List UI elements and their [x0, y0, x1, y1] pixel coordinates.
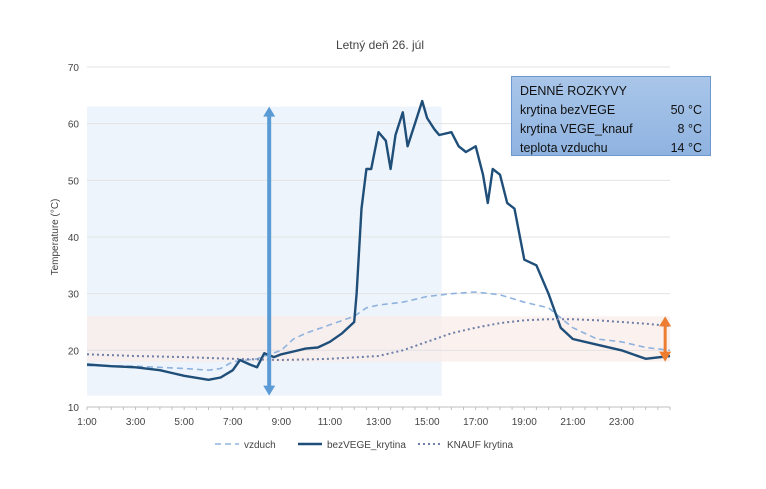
y-tick-label: 70 — [68, 63, 80, 74]
x-tick-label: 23:00 — [609, 417, 634, 428]
x-tick-label: 15:00 — [415, 417, 440, 428]
y-tick-label: 20 — [68, 346, 80, 357]
x-tick-label: 11:00 — [318, 417, 343, 428]
x-tick-label: 5:00 — [174, 417, 194, 428]
x-tick-label: 19:00 — [512, 417, 537, 428]
x-tick-label: 7:00 — [223, 417, 243, 428]
y-tick-label: 40 — [68, 233, 80, 244]
x-tick-label: 17:00 — [463, 417, 488, 428]
y-axis-label: Temperature (°C) — [50, 199, 61, 276]
x-tick-label: 9:00 — [272, 417, 292, 428]
info-row: teplota vzduchu 14 °C — [520, 139, 702, 158]
range-arrow-bezvege — [263, 106, 276, 396]
info-label: teplota vzduchu — [520, 141, 608, 155]
info-box-title: DENNÉ ROZKYVY — [520, 84, 627, 98]
arrow-head-down — [659, 351, 672, 362]
shaded-band-pink — [87, 316, 670, 362]
info-row: krytina VEGE_knauf 8 °C — [520, 120, 702, 139]
arrow-head-up — [659, 316, 672, 327]
chart-title: Letný deň 26. júl — [336, 38, 424, 52]
series-line-bezvege-krytina — [86, 99, 671, 381]
info-row: krytina bezVEGE 50 °C — [520, 101, 702, 120]
x-tick-label: 1:00 — [77, 417, 97, 428]
y-tick-label: 10 — [68, 403, 80, 414]
legend-label: bezVEGE_krytina — [327, 440, 406, 451]
info-value: 8 °C — [677, 122, 702, 136]
arrow-head-up — [263, 106, 276, 117]
y-tick-label: 50 — [68, 176, 80, 187]
x-tick-label: 21:00 — [560, 417, 585, 428]
range-arrow-knauf — [659, 316, 672, 362]
series-line-vzduch — [86, 291, 671, 371]
x-tick-label: 3:00 — [126, 417, 146, 428]
legend-label: KNAUF krytina — [447, 440, 514, 451]
y-tick-label: 30 — [68, 290, 80, 301]
y-tick-label: 60 — [68, 120, 80, 131]
series-line-knauf-krytina — [86, 318, 671, 361]
info-value: 14 °C — [670, 141, 702, 155]
legend-label: vzduch — [244, 440, 276, 451]
info-label: krytina VEGE_knauf — [520, 122, 633, 136]
daily-range-info-box: DENNÉ ROZKYVY krytina bezVEGE 50 °C kryti… — [511, 76, 711, 156]
info-label: krytina bezVEGE — [520, 103, 616, 117]
arrow-head-down — [263, 385, 276, 396]
info-value: 50 °C — [670, 103, 702, 117]
x-tick-label: 13:00 — [366, 417, 391, 428]
